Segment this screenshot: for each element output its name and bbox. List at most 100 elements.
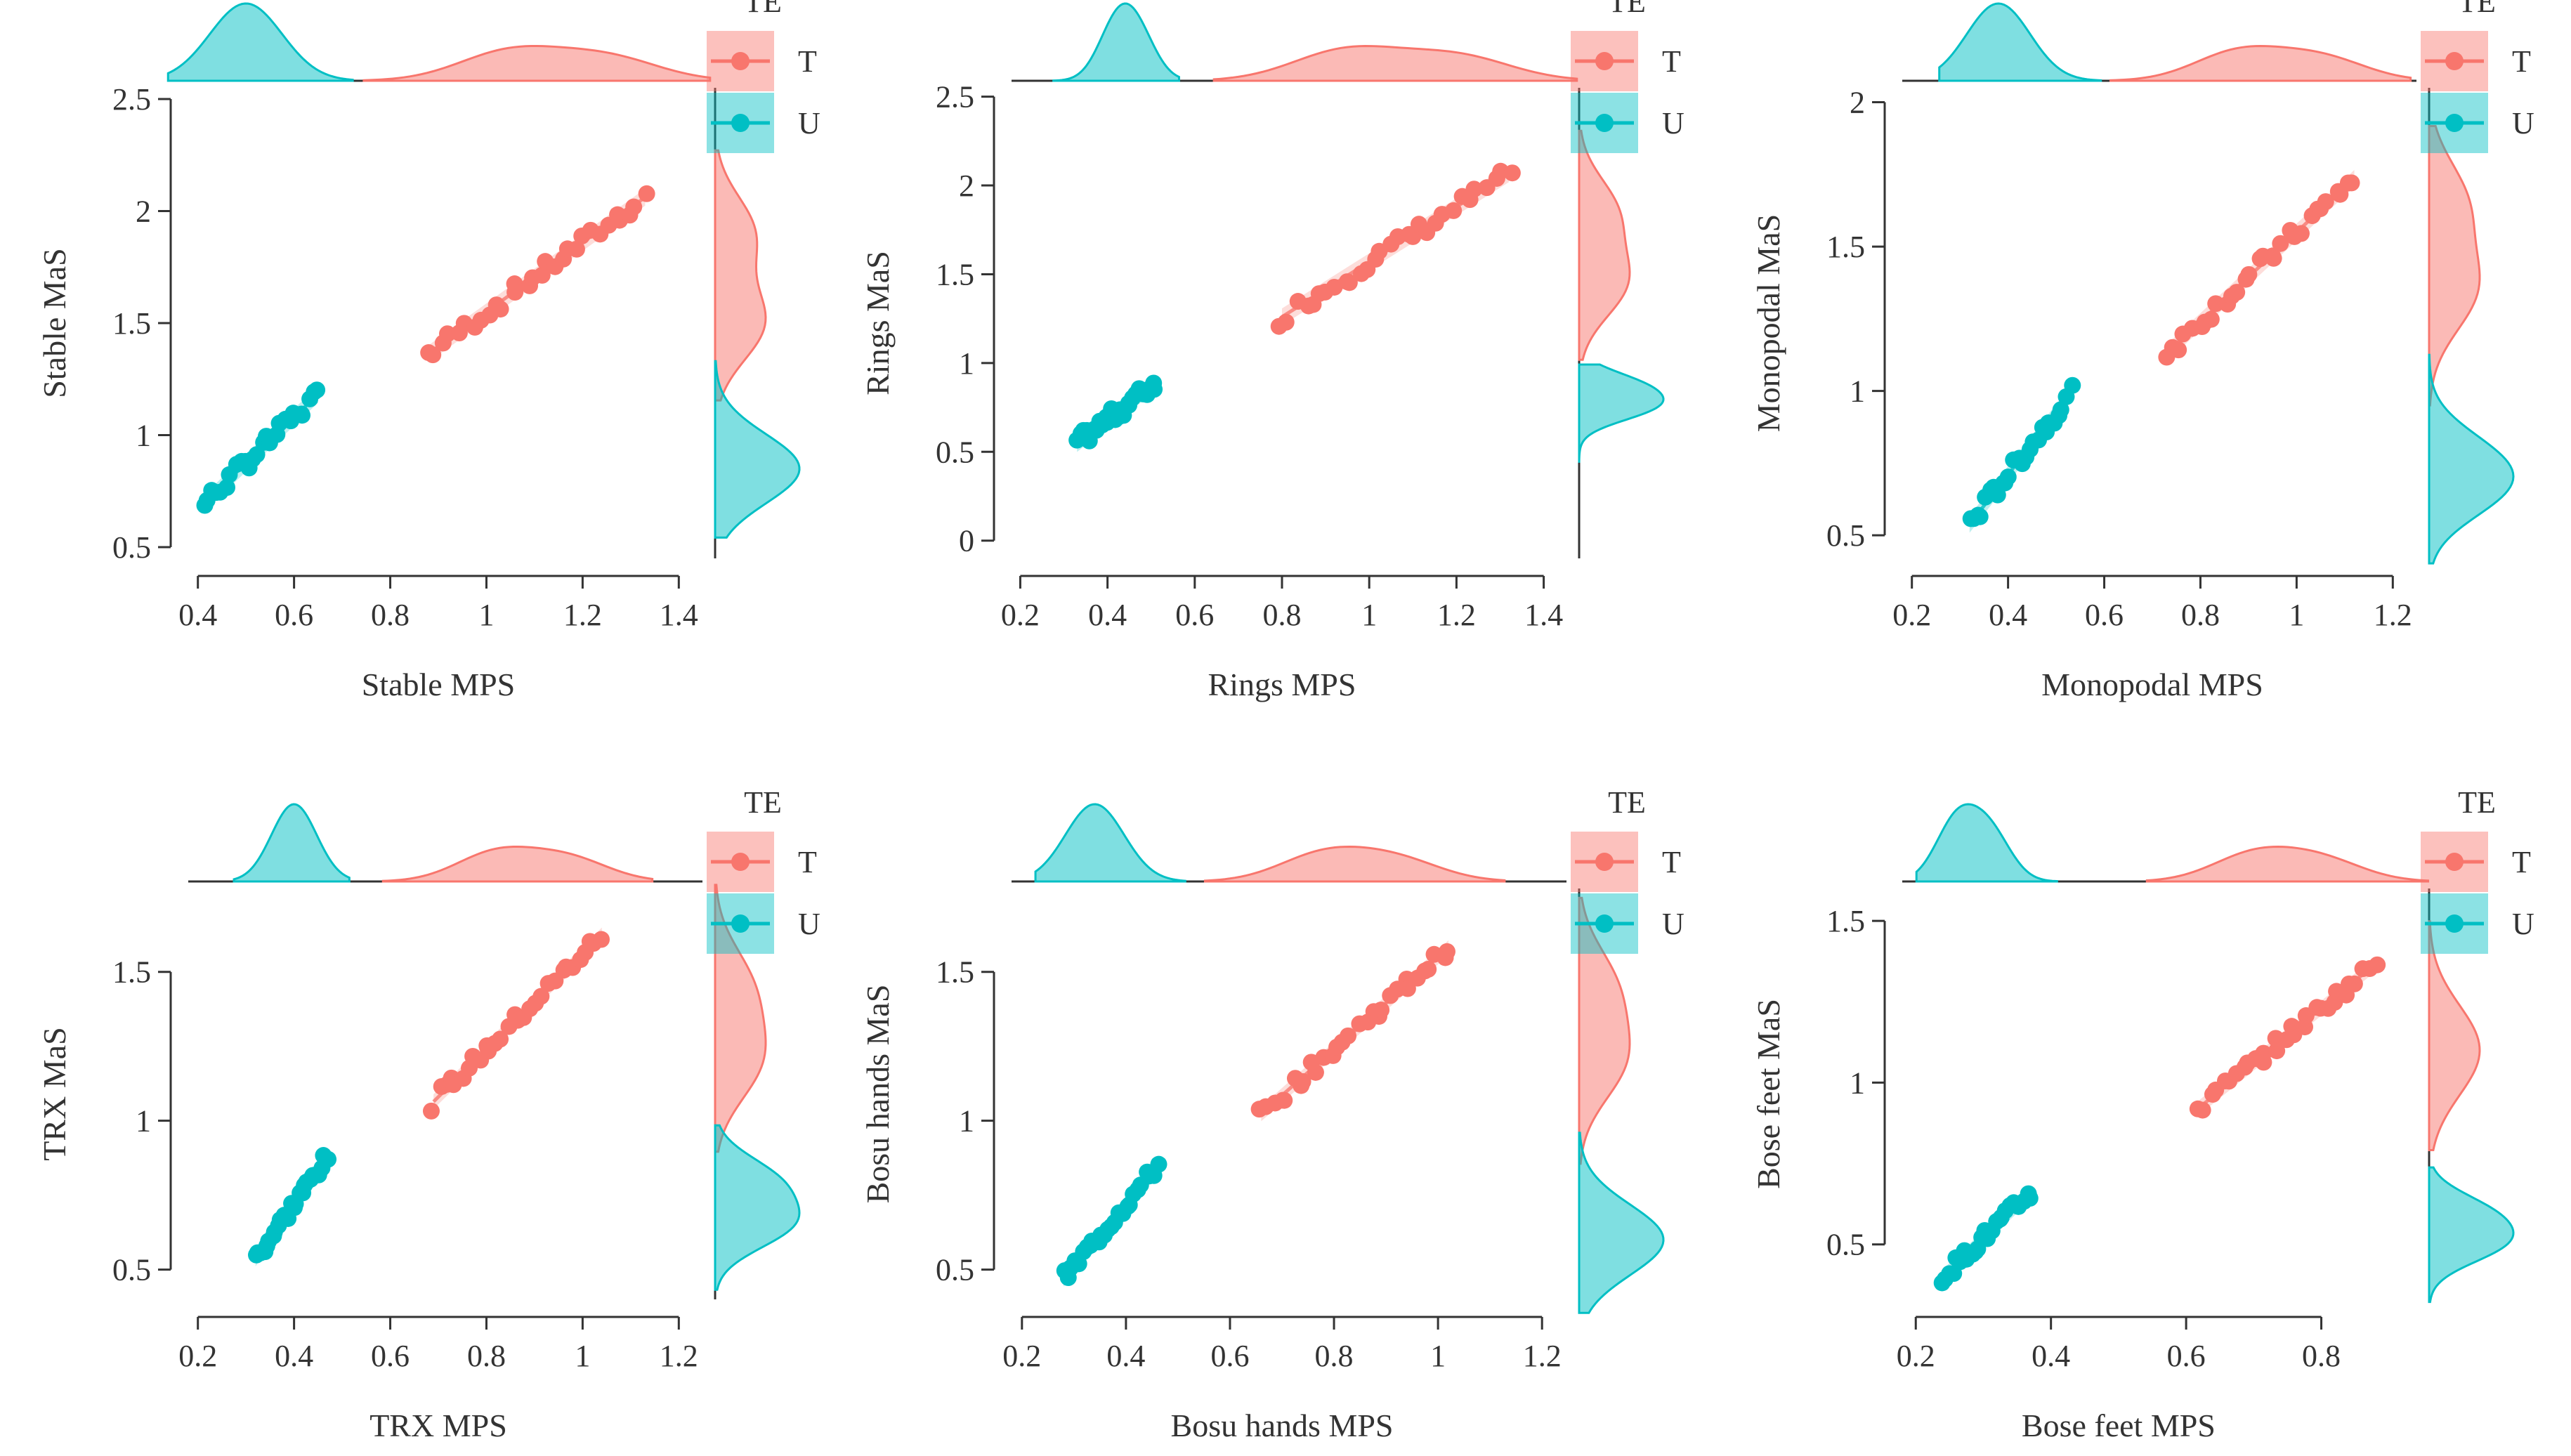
top-density-T bbox=[1203, 845, 1506, 883]
y-tick-label: 1.5 bbox=[936, 257, 974, 291]
data-point-T bbox=[1465, 181, 1483, 198]
y-axis-title: Monopodal MaS bbox=[1751, 214, 1786, 433]
x-tick-label: 1.2 bbox=[563, 598, 602, 632]
y-tick-label: 1 bbox=[1850, 374, 1865, 409]
x-tick-label: 0.2 bbox=[1892, 598, 1931, 632]
legend-label-U: U bbox=[2512, 106, 2534, 140]
data-point-T bbox=[506, 283, 524, 301]
data-point-T bbox=[2255, 1044, 2272, 1062]
y-tick-label: 1 bbox=[136, 419, 151, 453]
x-axis-title: Monopodal MPS bbox=[2041, 667, 2263, 702]
data-point-T bbox=[2317, 193, 2334, 211]
x-tick-label: 0.6 bbox=[371, 1339, 410, 1373]
data-point-T bbox=[1420, 961, 1437, 978]
data-point-T bbox=[2194, 1101, 2211, 1119]
data-point-T bbox=[533, 266, 551, 284]
legend-label-U: U bbox=[798, 106, 820, 140]
data-point-U bbox=[308, 381, 326, 399]
data-point-U bbox=[2021, 1190, 2039, 1207]
x-axis-title: TRX MPS bbox=[369, 1408, 507, 1443]
x-tick-label: 1 bbox=[1361, 598, 1377, 632]
x-axis-title: Bosu hands MPS bbox=[1171, 1408, 1394, 1443]
data-point-T bbox=[638, 185, 655, 202]
data-point-T bbox=[1438, 943, 1455, 960]
y-tick-label: 0.5 bbox=[1826, 518, 1865, 553]
y-tick-label: 1 bbox=[959, 346, 974, 381]
data-point-T bbox=[592, 931, 610, 948]
x-tick-label: 0.4 bbox=[1106, 1339, 1145, 1373]
data-point-T bbox=[2240, 265, 2258, 283]
right-density-U bbox=[2428, 353, 2515, 565]
y-tick-label: 2.5 bbox=[936, 80, 974, 114]
y-tick-label: 2 bbox=[136, 194, 151, 228]
top-density-U bbox=[1034, 803, 1186, 883]
legend-key-dot-T bbox=[731, 52, 750, 70]
top-density-T bbox=[1212, 44, 1578, 82]
x-axis-title: Stable MPS bbox=[362, 667, 516, 702]
data-point-T bbox=[422, 1102, 440, 1120]
top-density-U bbox=[166, 2, 354, 82]
x-tick-label: 0.8 bbox=[1263, 598, 1302, 632]
right-density-T bbox=[714, 149, 767, 402]
legend-key-dot-U bbox=[2445, 114, 2464, 132]
legend-label-T: T bbox=[1662, 44, 1681, 79]
x-tick-label: 0.8 bbox=[371, 598, 410, 632]
data-point-T bbox=[2268, 1042, 2286, 1060]
data-point-T bbox=[2343, 174, 2360, 192]
x-tick-label: 0.4 bbox=[1088, 598, 1127, 632]
legend-key-dot-T bbox=[2445, 853, 2464, 871]
data-point-U bbox=[1150, 1155, 1167, 1173]
x-axis-title: Rings MPS bbox=[1208, 667, 1356, 702]
scatter-panel-3: 0.2 0.4 0.6 0.8 1 1.2 Monopodal MPS 0.5 1 1.5 2 Mon… bbox=[1751, 0, 2534, 702]
data-point-T bbox=[1307, 1063, 1324, 1081]
x-tick-label: 0.8 bbox=[2302, 1339, 2341, 1373]
legend-label-U: U bbox=[1662, 907, 1684, 941]
data-point-T bbox=[2170, 341, 2187, 359]
legend-title: TE bbox=[1608, 785, 1646, 820]
x-tick-label: 0.4 bbox=[178, 598, 217, 632]
scatter-panel-5: 0.2 0.4 0.6 0.8 1 1.2 Bosu hands MPS 0.5 1 1.5 Bos… bbox=[860, 785, 1684, 1443]
x-tick-label: 1.2 bbox=[1437, 598, 1476, 632]
x-axis-title: Bose feet MPS bbox=[2022, 1408, 2216, 1443]
data-point-T bbox=[492, 301, 509, 318]
top-density-U bbox=[1915, 803, 2058, 883]
y-tick-label: 1.5 bbox=[1826, 230, 1865, 264]
data-point-T bbox=[2346, 975, 2363, 992]
data-point-T bbox=[424, 346, 442, 364]
x-tick-label: 1.4 bbox=[660, 598, 698, 632]
x-tick-label: 1 bbox=[1430, 1339, 1446, 1373]
legend-label-T: T bbox=[1662, 845, 1681, 879]
legend-label-U: U bbox=[798, 907, 820, 941]
data-point-T bbox=[2292, 225, 2310, 242]
right-density-T bbox=[2428, 920, 2481, 1151]
legend-title: TE bbox=[744, 0, 782, 19]
top-density-T bbox=[381, 845, 654, 883]
x-tick-label: 0.2 bbox=[1897, 1339, 1935, 1373]
x-tick-label: 0.8 bbox=[467, 1339, 506, 1373]
top-density-T bbox=[2145, 845, 2430, 883]
legend-label-T: T bbox=[798, 44, 817, 79]
y-tick-label: 1 bbox=[959, 1104, 974, 1139]
y-tick-label: 2 bbox=[959, 169, 974, 203]
top-density-T bbox=[362, 44, 712, 82]
data-point-U bbox=[1971, 508, 1989, 525]
data-point-T bbox=[1276, 1091, 1293, 1109]
y-tick-label: 0 bbox=[959, 524, 974, 558]
x-tick-label: 0.8 bbox=[2181, 598, 2220, 632]
legend-key-dot-U bbox=[731, 914, 750, 933]
data-point-T bbox=[1277, 313, 1295, 331]
data-point-T bbox=[2207, 295, 2225, 313]
right-density-U bbox=[2428, 1166, 2515, 1304]
data-point-T bbox=[1404, 228, 1422, 245]
legend-title: TE bbox=[2458, 0, 2496, 19]
top-density-U bbox=[1052, 2, 1180, 82]
top-density-U bbox=[233, 803, 351, 883]
top-density-U bbox=[1938, 2, 2102, 82]
scatter-panel-2: 0.2 0.4 0.6 0.8 1 1.2 1.4 Rings MPS 0 0.5 1 1.5 2 2.5… bbox=[860, 0, 1684, 702]
legend-title: TE bbox=[744, 785, 782, 820]
right-density-U bbox=[714, 360, 801, 539]
data-point-T bbox=[1340, 274, 1358, 291]
right-density-T bbox=[2428, 125, 2481, 407]
data-point-U bbox=[294, 407, 311, 424]
x-tick-label: 0.6 bbox=[1210, 1339, 1249, 1373]
